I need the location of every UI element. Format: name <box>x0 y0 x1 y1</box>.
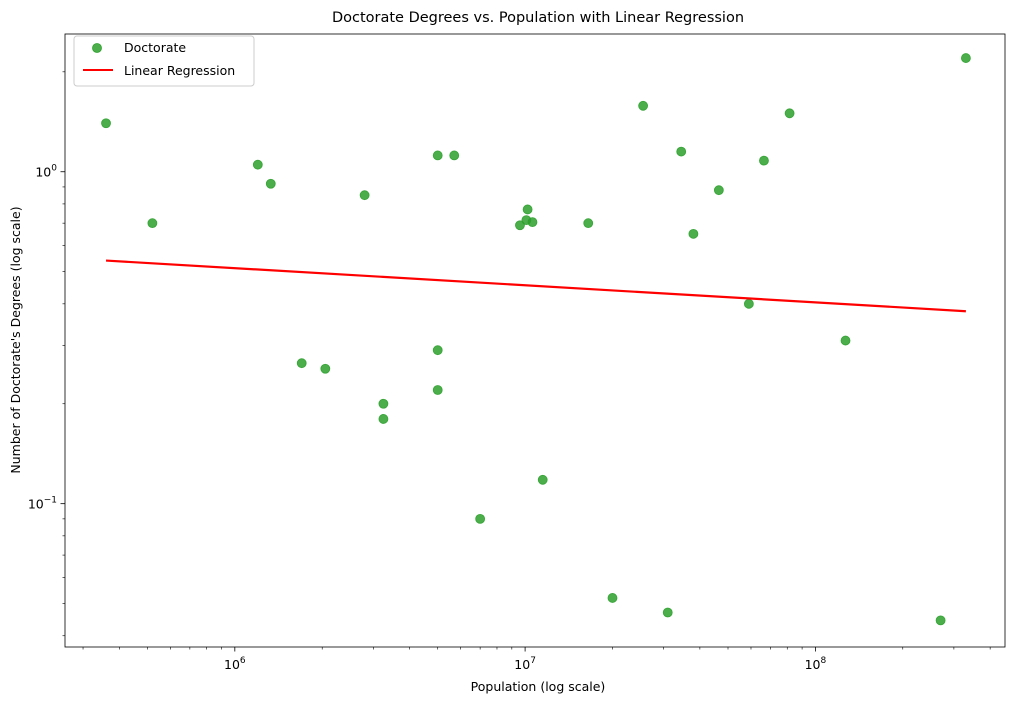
data-point <box>449 150 460 161</box>
data-point <box>961 53 971 63</box>
data-point <box>638 100 649 111</box>
x-tick-label: 106 <box>224 656 246 672</box>
x-tick-label: 107 <box>514 656 536 672</box>
data-point <box>583 218 594 229</box>
data-point <box>359 190 370 201</box>
plot-area <box>64 33 1006 648</box>
y-tick-label: 10−1 <box>28 496 57 512</box>
data-point <box>515 220 525 231</box>
data-point <box>432 150 443 161</box>
data-point <box>432 385 443 395</box>
data-point <box>432 345 443 356</box>
data-point <box>784 108 795 119</box>
data-point <box>688 228 699 239</box>
data-point <box>676 146 687 157</box>
data-point <box>537 474 548 485</box>
data-point <box>743 298 754 309</box>
plot-frame <box>65 34 1005 647</box>
x-axis: 106 107 108 <box>82 647 991 672</box>
data-point <box>522 204 533 215</box>
plot-border <box>64 33 1006 648</box>
data-point <box>713 185 724 196</box>
data-point <box>101 118 111 129</box>
data-point <box>935 615 946 626</box>
data-point <box>252 159 263 170</box>
legend-label-regression: Linear Regression <box>124 63 235 78</box>
chart-title: Doctorate Degrees vs. Population with Li… <box>332 10 744 26</box>
legend-marker-doctorate <box>92 43 102 53</box>
data-point <box>265 178 276 189</box>
data-point <box>475 513 486 524</box>
data-point <box>296 358 307 369</box>
data-point <box>662 607 673 618</box>
regression-line <box>105 259 966 313</box>
data-point <box>759 155 769 166</box>
y-tick-label: 100 <box>35 164 57 180</box>
x-axis-label: Population (log scale) <box>471 679 606 694</box>
data-point <box>320 363 331 374</box>
data-point <box>607 593 618 603</box>
legend: Doctorate Linear Regression <box>73 35 255 87</box>
data-point <box>378 414 389 424</box>
y-axis-label: Number of Doctorate's Degrees (log scale… <box>8 206 23 473</box>
data-point <box>378 398 389 409</box>
data-point <box>527 217 538 228</box>
x-tick-label: 108 <box>805 656 827 672</box>
legend-box <box>73 35 255 87</box>
y-axis: 10−1 100 <box>28 71 65 637</box>
legend-label-doctorate: Doctorate <box>124 40 186 55</box>
data-point <box>147 218 158 229</box>
data-marks <box>101 53 971 626</box>
data-point <box>840 335 851 346</box>
